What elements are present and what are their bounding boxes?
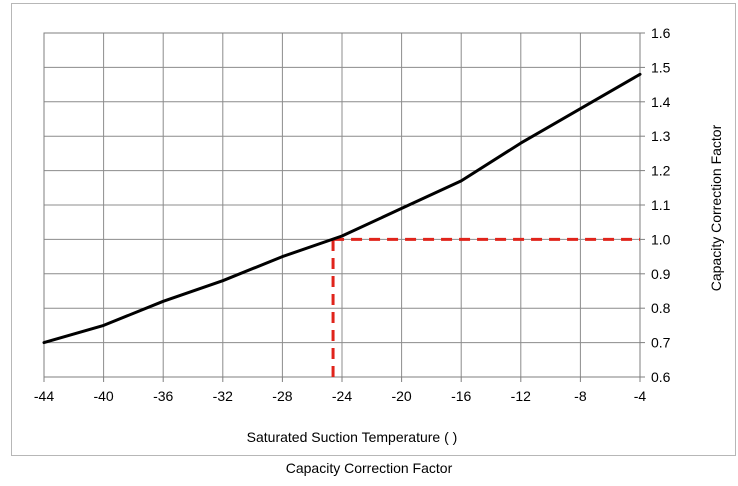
y-tick-label: 0.9 [651, 266, 671, 282]
reference-lines [331, 237, 640, 377]
x-tick-label: -12 [511, 388, 531, 404]
x-tick-label: -40 [93, 388, 113, 404]
y-tick-label: 1.2 [651, 163, 671, 179]
y-axis-label: Capacity Correction Factor [708, 124, 724, 291]
x-tick-label: -16 [451, 388, 471, 404]
x-tick-label: -20 [391, 388, 411, 404]
y-tick-label: 0.7 [651, 335, 671, 351]
x-tick-label: -24 [332, 388, 352, 404]
y-tick-label: 1.3 [651, 128, 671, 144]
y-tick-label: 0.8 [651, 300, 671, 316]
figure-caption: Capacity Correction Factor [285, 460, 453, 476]
y-tick-label: 1.0 [651, 231, 671, 247]
x-tick-label: -4 [634, 388, 647, 404]
x-tick-label: -36 [153, 388, 173, 404]
y-tick-label: 1.4 [651, 94, 671, 110]
series-line [42, 72, 642, 345]
line-chart: -44 -40 -36 -32 -28 -24 -20 -16 -12 -8 -4 0.60.70.… [34, 25, 724, 445]
y-tick-label: 0.6 [651, 369, 671, 385]
chart-frame [11, 3, 736, 456]
x-tick-labels: -44 -40 -36 -32 -28 -24 -20 -16 -12 -8 -4 [34, 377, 647, 404]
grid [43, 32, 641, 378]
series-group [42, 72, 642, 345]
x-axis-label: Saturated Suction Temperature ( ) [247, 429, 458, 445]
x-tick-label: -32 [213, 388, 233, 404]
x-tick-label: -28 [272, 388, 292, 404]
x-tick-label: -44 [34, 388, 54, 404]
y-tick-labels: 0.6 0.7 0.8 0.9 1.0 1.1 1.2 1.3 1.4 1.5 1.6 [640, 25, 671, 385]
y-tick-label: 1.5 [651, 59, 671, 75]
y-tick-label: 1.6 [651, 25, 671, 41]
y-tick-label: 1.1 [651, 197, 671, 213]
x-tick-label: -8 [574, 388, 587, 404]
